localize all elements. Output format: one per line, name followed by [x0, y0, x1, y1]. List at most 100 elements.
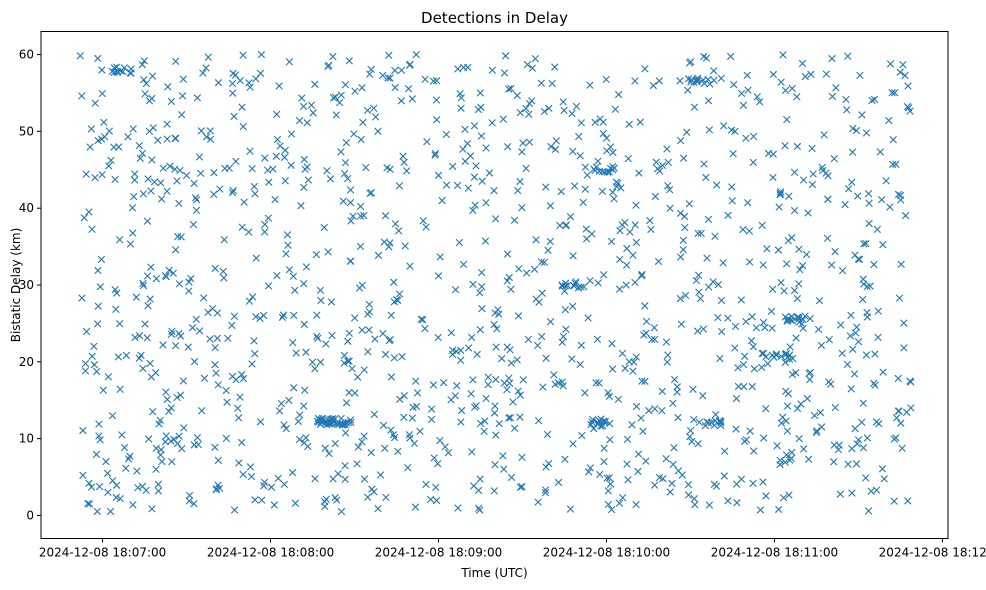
detection-point [216, 185, 224, 193]
detection-point [730, 80, 738, 89]
detection-point [453, 382, 461, 390]
detection-point [655, 473, 664, 482]
detection-point [182, 171, 191, 180]
detection-point [750, 447, 758, 455]
detection-point [434, 272, 443, 280]
detection-point [307, 101, 316, 109]
detection-point [451, 286, 460, 294]
detection-point [795, 434, 803, 443]
detection-point [864, 189, 873, 198]
detection-point [130, 192, 138, 201]
detection-point [140, 57, 148, 65]
detection-point [426, 495, 435, 504]
detection-point [699, 76, 707, 84]
detection-point [333, 496, 341, 504]
detection-point [501, 52, 510, 60]
detection-point [162, 272, 170, 281]
detection-point [717, 327, 726, 336]
detection-point [139, 364, 147, 373]
detection-point [896, 196, 905, 204]
detection-point [387, 311, 395, 319]
detection-point [499, 452, 507, 460]
detection-point [291, 286, 299, 294]
detection-point [505, 414, 513, 422]
detection-point [868, 96, 876, 105]
detection-point [889, 135, 897, 144]
y-tick-label: 0 [26, 508, 34, 522]
detection-point [744, 86, 752, 94]
detection-point [273, 110, 281, 119]
detection-point [757, 363, 766, 372]
detection-point [140, 75, 148, 84]
detection-point [390, 433, 399, 442]
detection-point [545, 459, 553, 468]
detection-point [202, 133, 211, 141]
detection-point [235, 459, 243, 467]
detection-point [147, 373, 156, 381]
detection-point [684, 480, 693, 489]
detection-point [670, 444, 678, 452]
detection-point [80, 214, 88, 222]
detection-point [395, 182, 404, 190]
detection-point [876, 148, 885, 156]
detection-point [341, 462, 349, 470]
detection-point [300, 155, 308, 164]
detection-point [470, 173, 479, 181]
detection-point [758, 221, 766, 230]
detection-point [316, 286, 325, 295]
detection-point [162, 388, 170, 396]
detection-point [492, 431, 500, 439]
detection-point [899, 60, 907, 69]
detection-point [810, 411, 819, 420]
detection-point [320, 223, 328, 232]
detection-point [558, 281, 566, 289]
detection-point [711, 417, 719, 425]
detection-point [724, 211, 732, 219]
detection-point [500, 69, 509, 77]
detection-point [632, 201, 640, 209]
detection-point [848, 178, 856, 186]
detection-point [277, 399, 286, 408]
detection-point [456, 356, 465, 365]
detection-point [211, 360, 219, 369]
detection-point [191, 194, 200, 202]
detection-point [864, 507, 873, 515]
detection-point [312, 250, 321, 259]
detection-point [591, 118, 599, 126]
detection-point [740, 383, 748, 391]
detection-point [687, 78, 695, 86]
detection-point [97, 135, 106, 143]
detection-point [142, 79, 151, 88]
detection-point [862, 239, 870, 248]
detection-point [105, 127, 114, 135]
detection-point [94, 266, 102, 275]
detection-point [756, 506, 765, 514]
detection-point [693, 74, 702, 82]
detection-point [359, 118, 367, 127]
detection-point [228, 321, 236, 330]
detection-point [665, 186, 674, 194]
detection-point [405, 61, 414, 69]
detection-point [132, 293, 141, 301]
detection-point [774, 246, 783, 254]
detection-point [107, 156, 115, 164]
detection-point [537, 79, 545, 87]
detection-point [412, 402, 421, 411]
detection-point [600, 457, 608, 466]
detection-point [614, 179, 622, 187]
detection-point [473, 350, 481, 359]
detection-point [329, 475, 337, 483]
detection-point [404, 85, 413, 93]
detection-point [206, 127, 214, 135]
detection-point [518, 148, 526, 156]
detection-point [790, 206, 799, 215]
detection-point [302, 434, 310, 442]
detection-point [626, 228, 634, 236]
detection-point [783, 402, 792, 410]
detection-point [308, 358, 317, 366]
detection-point [236, 393, 244, 401]
detection-point [623, 435, 632, 443]
detection-point [476, 289, 484, 297]
detection-point [457, 94, 465, 102]
detection-point [232, 157, 240, 166]
